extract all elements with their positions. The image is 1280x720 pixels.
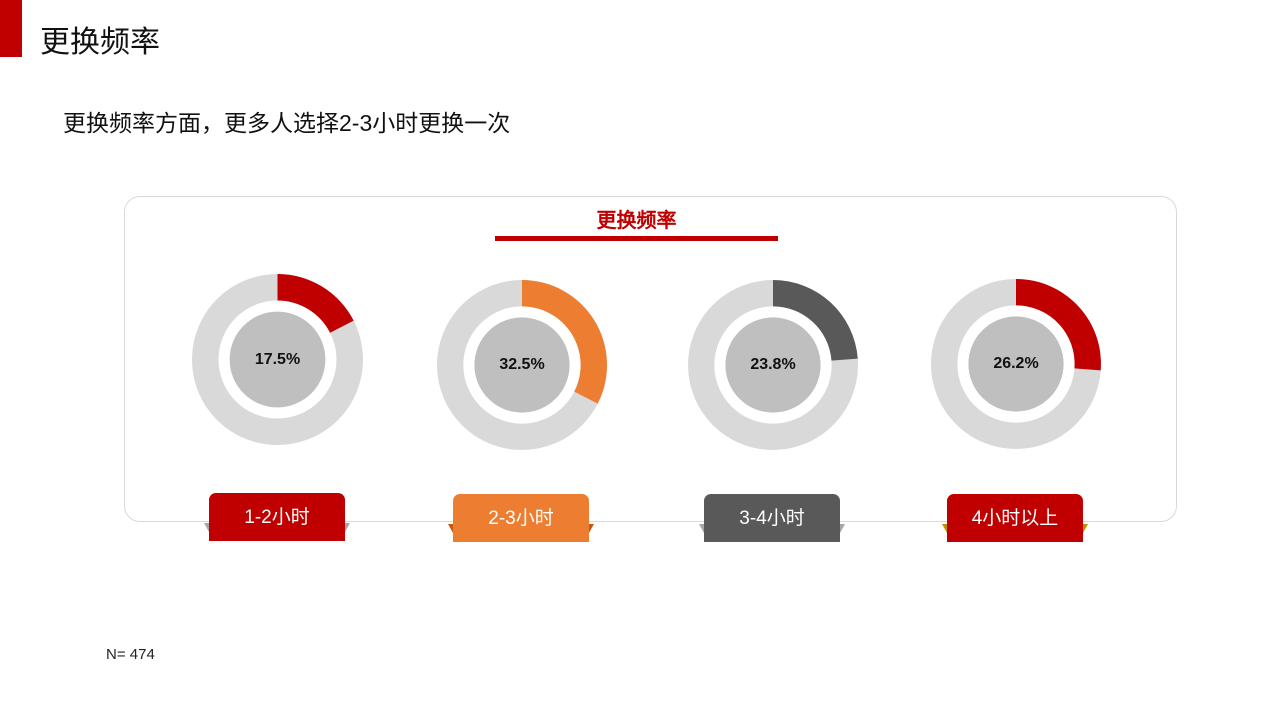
tab-1-label: 1-2小时 xyxy=(209,493,345,541)
donut-1-svg xyxy=(192,274,363,445)
tab-4-label: 4小时以上 xyxy=(947,494,1083,542)
donut-3-arc xyxy=(773,280,858,361)
donut-4-value-label: 26.2% xyxy=(993,355,1039,372)
page-subtitle: 更换频率方面，更多人选择2-3小时更换一次 xyxy=(63,110,511,136)
donut-3-center xyxy=(725,317,821,413)
donut-1-value-label: 17.5% xyxy=(254,350,301,368)
tab-1-fold-right xyxy=(340,523,350,541)
donut-chart-2: 32.5% xyxy=(437,280,607,450)
donut-2-value-label: 32.5% xyxy=(499,356,545,373)
chart-title-underline xyxy=(495,236,778,241)
sample-size-note: N= 474 xyxy=(106,646,155,663)
donut-chart-4: 26.2% xyxy=(931,279,1101,449)
chart-panel xyxy=(124,196,1177,522)
donut-4-center xyxy=(968,316,1064,412)
tab-3-label: 3-4小时 xyxy=(704,494,840,542)
category-tab-4: 4小时以上 xyxy=(942,494,1088,542)
donut-4-arc xyxy=(1016,279,1101,371)
chart-title: 更换频率 xyxy=(596,210,677,232)
donut-3-svg xyxy=(688,280,858,450)
donut-2-svg xyxy=(437,280,607,450)
tab-2-label: 2-3小时 xyxy=(453,494,589,542)
donut-3-value-label: 23.8% xyxy=(750,356,796,373)
tab-2-fold-right xyxy=(584,524,594,542)
donut-4-svg xyxy=(931,279,1101,449)
donut-1-arc xyxy=(277,274,354,333)
tab-4-fold-right xyxy=(1078,524,1088,542)
donut-chart-1: 17.5% xyxy=(192,274,363,445)
tab-3-fold-right xyxy=(835,524,845,542)
donut-1-center xyxy=(229,311,326,408)
title-accent-bar xyxy=(0,0,22,57)
donut-chart-3: 23.8% xyxy=(688,280,858,450)
category-tab-3: 3-4小时 xyxy=(699,494,845,542)
category-tab-2: 2-3小时 xyxy=(448,494,594,542)
category-tab-1: 1-2小时 xyxy=(204,493,350,541)
page-title: 更换频率 xyxy=(40,26,160,59)
donut-2-center xyxy=(474,317,570,413)
donut-2-arc xyxy=(522,280,607,404)
